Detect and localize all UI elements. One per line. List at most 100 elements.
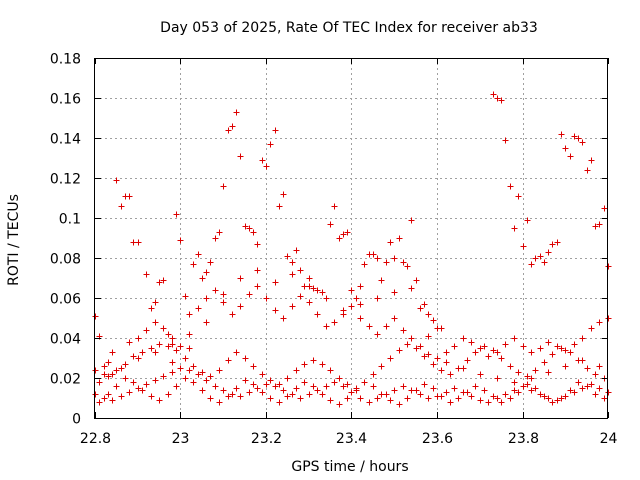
data-point [263,295,270,302]
data-point [404,395,411,402]
data-point [421,381,428,388]
data-point [490,91,497,98]
data-point [502,137,509,144]
y-tick-label: 0.16 [50,92,81,108]
x-tick-label: 23.8 [508,431,539,447]
data-point [182,375,189,382]
data-point [344,381,351,388]
data-point [532,385,539,392]
data-point [242,377,249,384]
data-point [233,349,240,356]
data-point [494,395,501,402]
data-point [554,397,561,404]
data-point [152,319,159,326]
data-point [254,241,261,248]
data-point [370,371,377,378]
data-point [190,363,197,370]
data-point [421,301,428,308]
data-point [284,253,291,260]
data-point [545,369,552,376]
data-point [443,349,450,356]
data-point [464,357,471,364]
data-point [477,371,484,378]
data-point [101,363,108,370]
data-point [165,331,172,338]
data-point [280,315,287,322]
data-point [148,345,155,352]
data-point [472,349,479,356]
data-point [588,157,595,164]
data-point [596,363,603,370]
data-point [511,379,518,386]
data-point [361,261,368,268]
data-point [507,363,514,370]
data-point [272,383,279,390]
data-point [374,295,381,302]
data-point [357,283,364,290]
data-point [584,167,591,174]
data-point [408,285,415,292]
data-point [143,271,150,278]
data-point [173,383,180,390]
data-point [528,261,535,268]
data-point [370,383,377,390]
data-point [601,395,608,402]
data-point [348,287,355,294]
data-point [344,229,351,236]
data-point [229,391,236,398]
data-point [340,307,347,314]
data-point [348,303,355,310]
data-point [331,319,338,326]
data-point [520,383,527,390]
data-point [554,343,561,350]
y-tick-label: 0.06 [50,292,81,308]
data-point [502,391,509,398]
data-point [216,399,223,406]
data-point [387,397,394,404]
data-point [584,383,591,390]
x-tick-label: 22.8 [80,431,111,447]
data-point [130,353,137,360]
x-tick-label: 23.4 [336,431,367,447]
data-point [250,381,257,388]
data-point [177,343,184,350]
data-point [562,145,569,152]
data-point [237,303,244,310]
data-point [195,305,202,312]
data-point [212,383,219,390]
data-point [109,371,116,378]
data-point [310,357,317,364]
data-point [216,367,223,374]
data-point [562,347,569,354]
data-point [186,331,193,338]
data-point [396,347,403,354]
data-point [113,177,120,184]
data-point [541,259,548,266]
data-point [554,239,561,246]
data-point [404,341,411,348]
data-point [246,225,253,232]
data-point [413,345,420,352]
data-point [327,221,334,228]
x-tick-labels: 22.8 23 23.2 23.4 23.6 23.8 24 [80,431,618,447]
data-point [130,379,137,386]
data-point [374,255,381,262]
x-axis-label: GPS time / hours [291,459,408,475]
data-point [515,369,522,376]
data-point [212,287,219,294]
data-point [443,359,450,366]
data-point [490,347,497,354]
data-point [571,389,578,396]
data-point [319,391,326,398]
data-point [135,335,142,342]
chart-title: Day 053 of 2025, Rate Of TEC Index for r… [160,20,538,36]
y-tick-label: 0.04 [50,332,81,348]
data-point [520,243,527,250]
data-point [408,335,415,342]
data-point [173,347,180,354]
data-point [511,225,518,232]
data-point [584,365,591,372]
data-point [605,389,612,396]
data-point [207,395,214,402]
data-point [344,395,351,402]
